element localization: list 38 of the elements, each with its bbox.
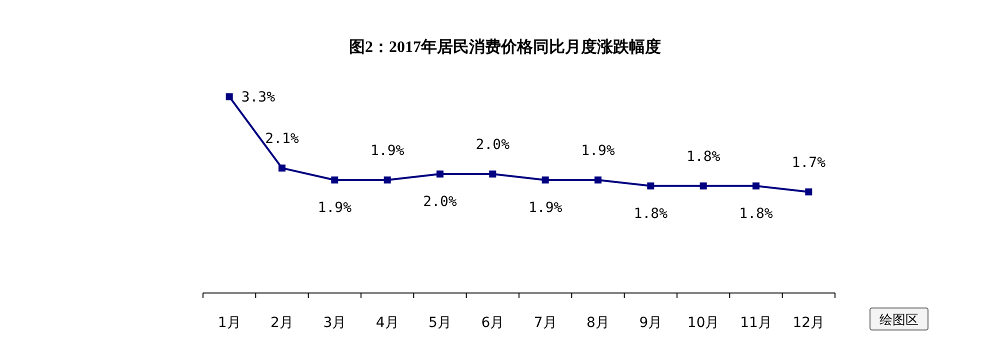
data-label: 2.1%	[265, 131, 300, 148]
data-label: 1.9%	[581, 142, 616, 159]
x-tick-label: 8月	[586, 315, 610, 331]
data-label: 1.8%	[686, 148, 721, 165]
x-tick-label: 6月	[481, 315, 504, 331]
point	[700, 182, 707, 190]
text: 绘图区	[880, 313, 918, 328]
x-tick-label: 12月	[792, 315, 825, 331]
point	[752, 182, 760, 190]
x-tick-label: 5月	[428, 315, 452, 331]
data-label: 1.8%	[739, 206, 774, 222]
x-tick-label: 11月	[740, 315, 772, 331]
data-label: 2.0%	[476, 137, 510, 154]
x-tick-label: 7月	[534, 315, 557, 331]
point	[436, 170, 444, 178]
x-tick-label: 1月	[218, 315, 241, 331]
chart-title: 图2：2017年居民消费价格同比月度涨跌幅度	[349, 37, 661, 56]
data-label: 1.9%	[318, 200, 352, 216]
data-label: 1.9%	[528, 200, 563, 216]
point	[489, 170, 496, 178]
point	[594, 176, 602, 184]
point	[384, 176, 391, 184]
data-label: 1.7%	[792, 154, 826, 171]
x-tick-label: 9月	[639, 315, 662, 331]
data-label: 1.8%	[634, 206, 668, 222]
data-label: 2.0%	[423, 194, 458, 210]
x-tick-label: 10月	[687, 315, 720, 331]
data-label: 3.3%	[241, 90, 276, 106]
point	[542, 176, 549, 184]
x-tick-label: 3月	[323, 315, 346, 331]
point	[647, 182, 654, 190]
data-label: 1.9%	[370, 142, 405, 159]
x-tick-label: 4月	[376, 315, 399, 331]
point	[331, 176, 338, 184]
point	[805, 188, 812, 196]
point	[278, 164, 286, 172]
point	[226, 93, 233, 100]
x-tick-label: 2月	[270, 315, 294, 331]
